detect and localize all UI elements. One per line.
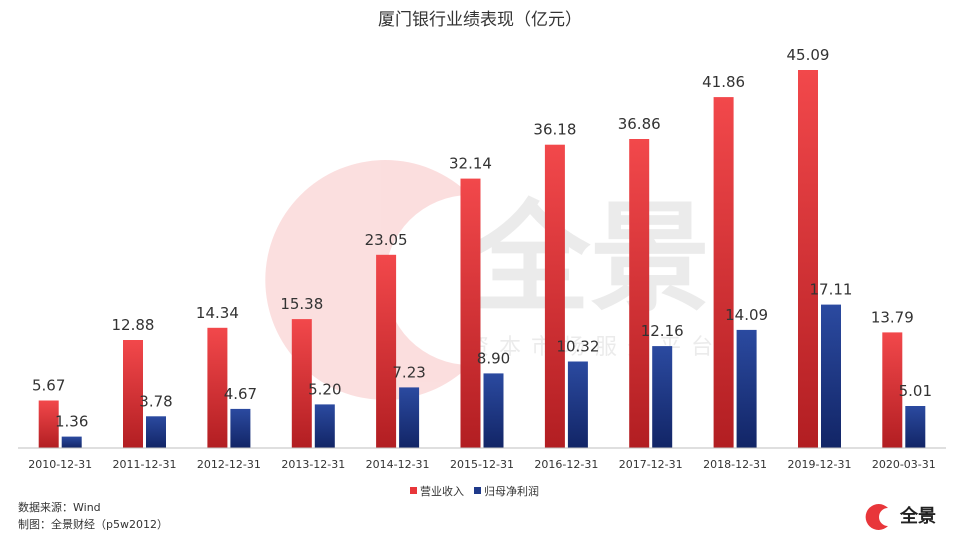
bar-revenue-3 <box>291 319 312 448</box>
bar-net-profit-9 <box>821 304 841 448</box>
value-label-revenue-10: 13.79 <box>871 308 914 326</box>
credit-note: 制图：全景财经（p5w2012） <box>18 518 168 531</box>
value-label-net-profit-0: 1.36 <box>55 413 88 431</box>
value-label-revenue-7: 36.86 <box>618 115 661 133</box>
watermark-brand: 全景 <box>469 190 710 329</box>
x-tick-label-0: 2010-12-31 <box>28 458 92 471</box>
bar-net-profit-2 <box>230 408 251 448</box>
value-label-revenue-4: 23.05 <box>365 231 408 249</box>
bar-net-profit-7 <box>652 346 673 448</box>
legend-label-revenue: 营业收入 <box>420 484 464 498</box>
x-tick-label-9: 2019-12-31 <box>788 458 852 471</box>
bar-revenue-2 <box>207 327 228 448</box>
x-tick-label-1: 2011-12-31 <box>113 458 177 471</box>
x-tick-label-5: 2015-12-31 <box>450 458 514 471</box>
value-label-revenue-5: 32.14 <box>449 155 492 173</box>
watermark: 全景 资本市场服务平台 <box>265 160 713 400</box>
bar-net-profit-5 <box>483 373 504 448</box>
value-label-net-profit-2: 4.67 <box>224 385 257 403</box>
value-label-net-profit-4: 7.23 <box>392 363 425 381</box>
bar-revenue-0 <box>38 400 59 448</box>
x-tick-labels: 2010-12-31 2011-12-31 2012-12-31 2013-12-31… <box>28 458 936 471</box>
bar-net-profit-1 <box>146 416 166 448</box>
bar-revenue-10 <box>882 332 903 448</box>
x-tick-label-10: 2020-03-31 <box>872 458 936 471</box>
legend: 营业收入 归母净利润 <box>410 484 539 498</box>
x-tick-label-8: 2018-12-31 <box>703 458 767 471</box>
value-label-net-profit-10: 5.01 <box>899 382 932 400</box>
value-label-revenue-0: 5.67 <box>32 377 65 395</box>
value-label-revenue-8: 41.86 <box>702 73 745 91</box>
x-tick-label-4: 2014-12-31 <box>366 458 430 471</box>
value-label-revenue-3: 15.38 <box>280 295 323 313</box>
value-label-net-profit-7: 12.16 <box>641 322 684 340</box>
value-label-net-profit-6: 10.32 <box>556 338 599 356</box>
value-label-revenue-9: 45.09 <box>787 46 830 64</box>
quanjing-logo: 全景 <box>860 500 946 534</box>
value-label-net-profit-3: 5.20 <box>308 380 341 398</box>
bar-revenue-8 <box>713 97 734 448</box>
legend-swatch-net-profit <box>474 487 481 494</box>
value-label-revenue-6: 36.18 <box>533 121 576 139</box>
chart-title: 厦门银行业绩表现（亿元） <box>378 10 582 30</box>
bar-net-profit-3 <box>314 404 335 448</box>
bar-revenue-6 <box>544 144 565 448</box>
value-labels-layer: 5.67 1.36 12.88 3.78 14.34 4.67 15.38 5.20 23.05… <box>32 46 932 431</box>
bar-net-profit-0 <box>61 436 82 448</box>
x-tick-label-2: 2012-12-31 <box>197 458 261 471</box>
bar-revenue-9 <box>798 70 818 448</box>
value-label-revenue-1: 12.88 <box>112 316 155 334</box>
bar-net-profit-10 <box>905 406 926 448</box>
bar-net-profit-8 <box>736 329 757 448</box>
legend-label-net-profit: 归母净利润 <box>484 484 539 498</box>
bar-net-profit-6 <box>567 361 588 448</box>
bar-revenue-7 <box>629 139 650 448</box>
bars-layer <box>38 70 926 448</box>
bar-revenue-4 <box>376 254 397 448</box>
x-tick-label-6: 2016-12-31 <box>534 458 598 471</box>
bar-net-profit-4 <box>399 387 420 448</box>
value-label-net-profit-9: 17.11 <box>810 281 853 299</box>
logo-mark-icon <box>865 504 888 530</box>
value-label-net-profit-1: 3.78 <box>139 392 172 410</box>
x-tick-label-7: 2017-12-31 <box>619 458 683 471</box>
value-label-net-profit-8: 14.09 <box>725 306 768 324</box>
legend-swatch-revenue <box>410 487 417 494</box>
value-label-revenue-2: 14.34 <box>196 304 239 322</box>
source-note: 数据来源：Wind <box>18 501 101 514</box>
logo-text: 全景 <box>900 506 936 527</box>
bar-revenue-5 <box>460 178 481 448</box>
value-label-net-profit-5: 8.90 <box>477 349 510 367</box>
x-tick-label-3: 2013-12-31 <box>281 458 345 471</box>
bar-revenue-1 <box>123 340 143 448</box>
